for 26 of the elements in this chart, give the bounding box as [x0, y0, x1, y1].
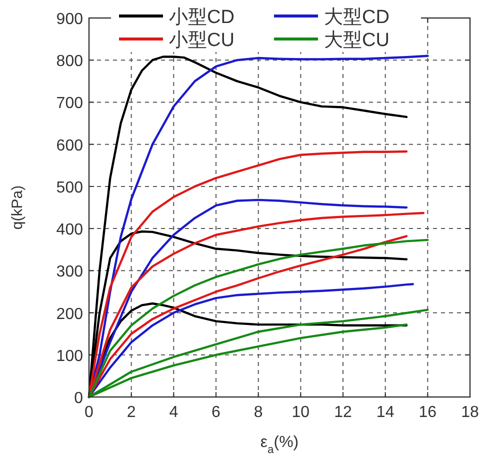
- y-tick-label: 400: [56, 222, 84, 239]
- x-tick-label: 6: [212, 404, 221, 421]
- x-tick-label: 4: [169, 404, 178, 421]
- y-tick-label: 100: [56, 348, 84, 365]
- x-tick-label: 14: [376, 404, 394, 421]
- y-tick-label: 900: [56, 11, 84, 28]
- y-tick-label: 200: [56, 306, 84, 323]
- y-tick-label: 800: [56, 53, 84, 70]
- x-tick-label: 16: [418, 404, 437, 421]
- x-tick-label: 12: [334, 404, 352, 421]
- x-tick-label: 8: [254, 404, 263, 421]
- y-axis-title: q(kPa): [9, 185, 26, 230]
- y-tick-label: 600: [56, 137, 84, 154]
- y-tick-label: 700: [56, 95, 84, 112]
- x-axis-title: ε$_{a}$(%): [260, 434, 299, 456]
- legend-label: 大型CD: [324, 7, 390, 28]
- legend-label: 小型CU: [169, 30, 234, 51]
- legend-label: 小型CD: [169, 7, 234, 28]
- y-tick-label: 0: [74, 390, 84, 407]
- x-tick-label: 0: [84, 404, 94, 421]
- x-tick-label: 10: [292, 404, 310, 421]
- legend-label: 大型CU: [324, 30, 390, 51]
- x-tick-label: 2: [126, 404, 136, 421]
- x-tick-label: 18: [461, 404, 479, 421]
- y-tick-label: 500: [56, 179, 84, 196]
- y-tick-label: 300: [56, 264, 84, 281]
